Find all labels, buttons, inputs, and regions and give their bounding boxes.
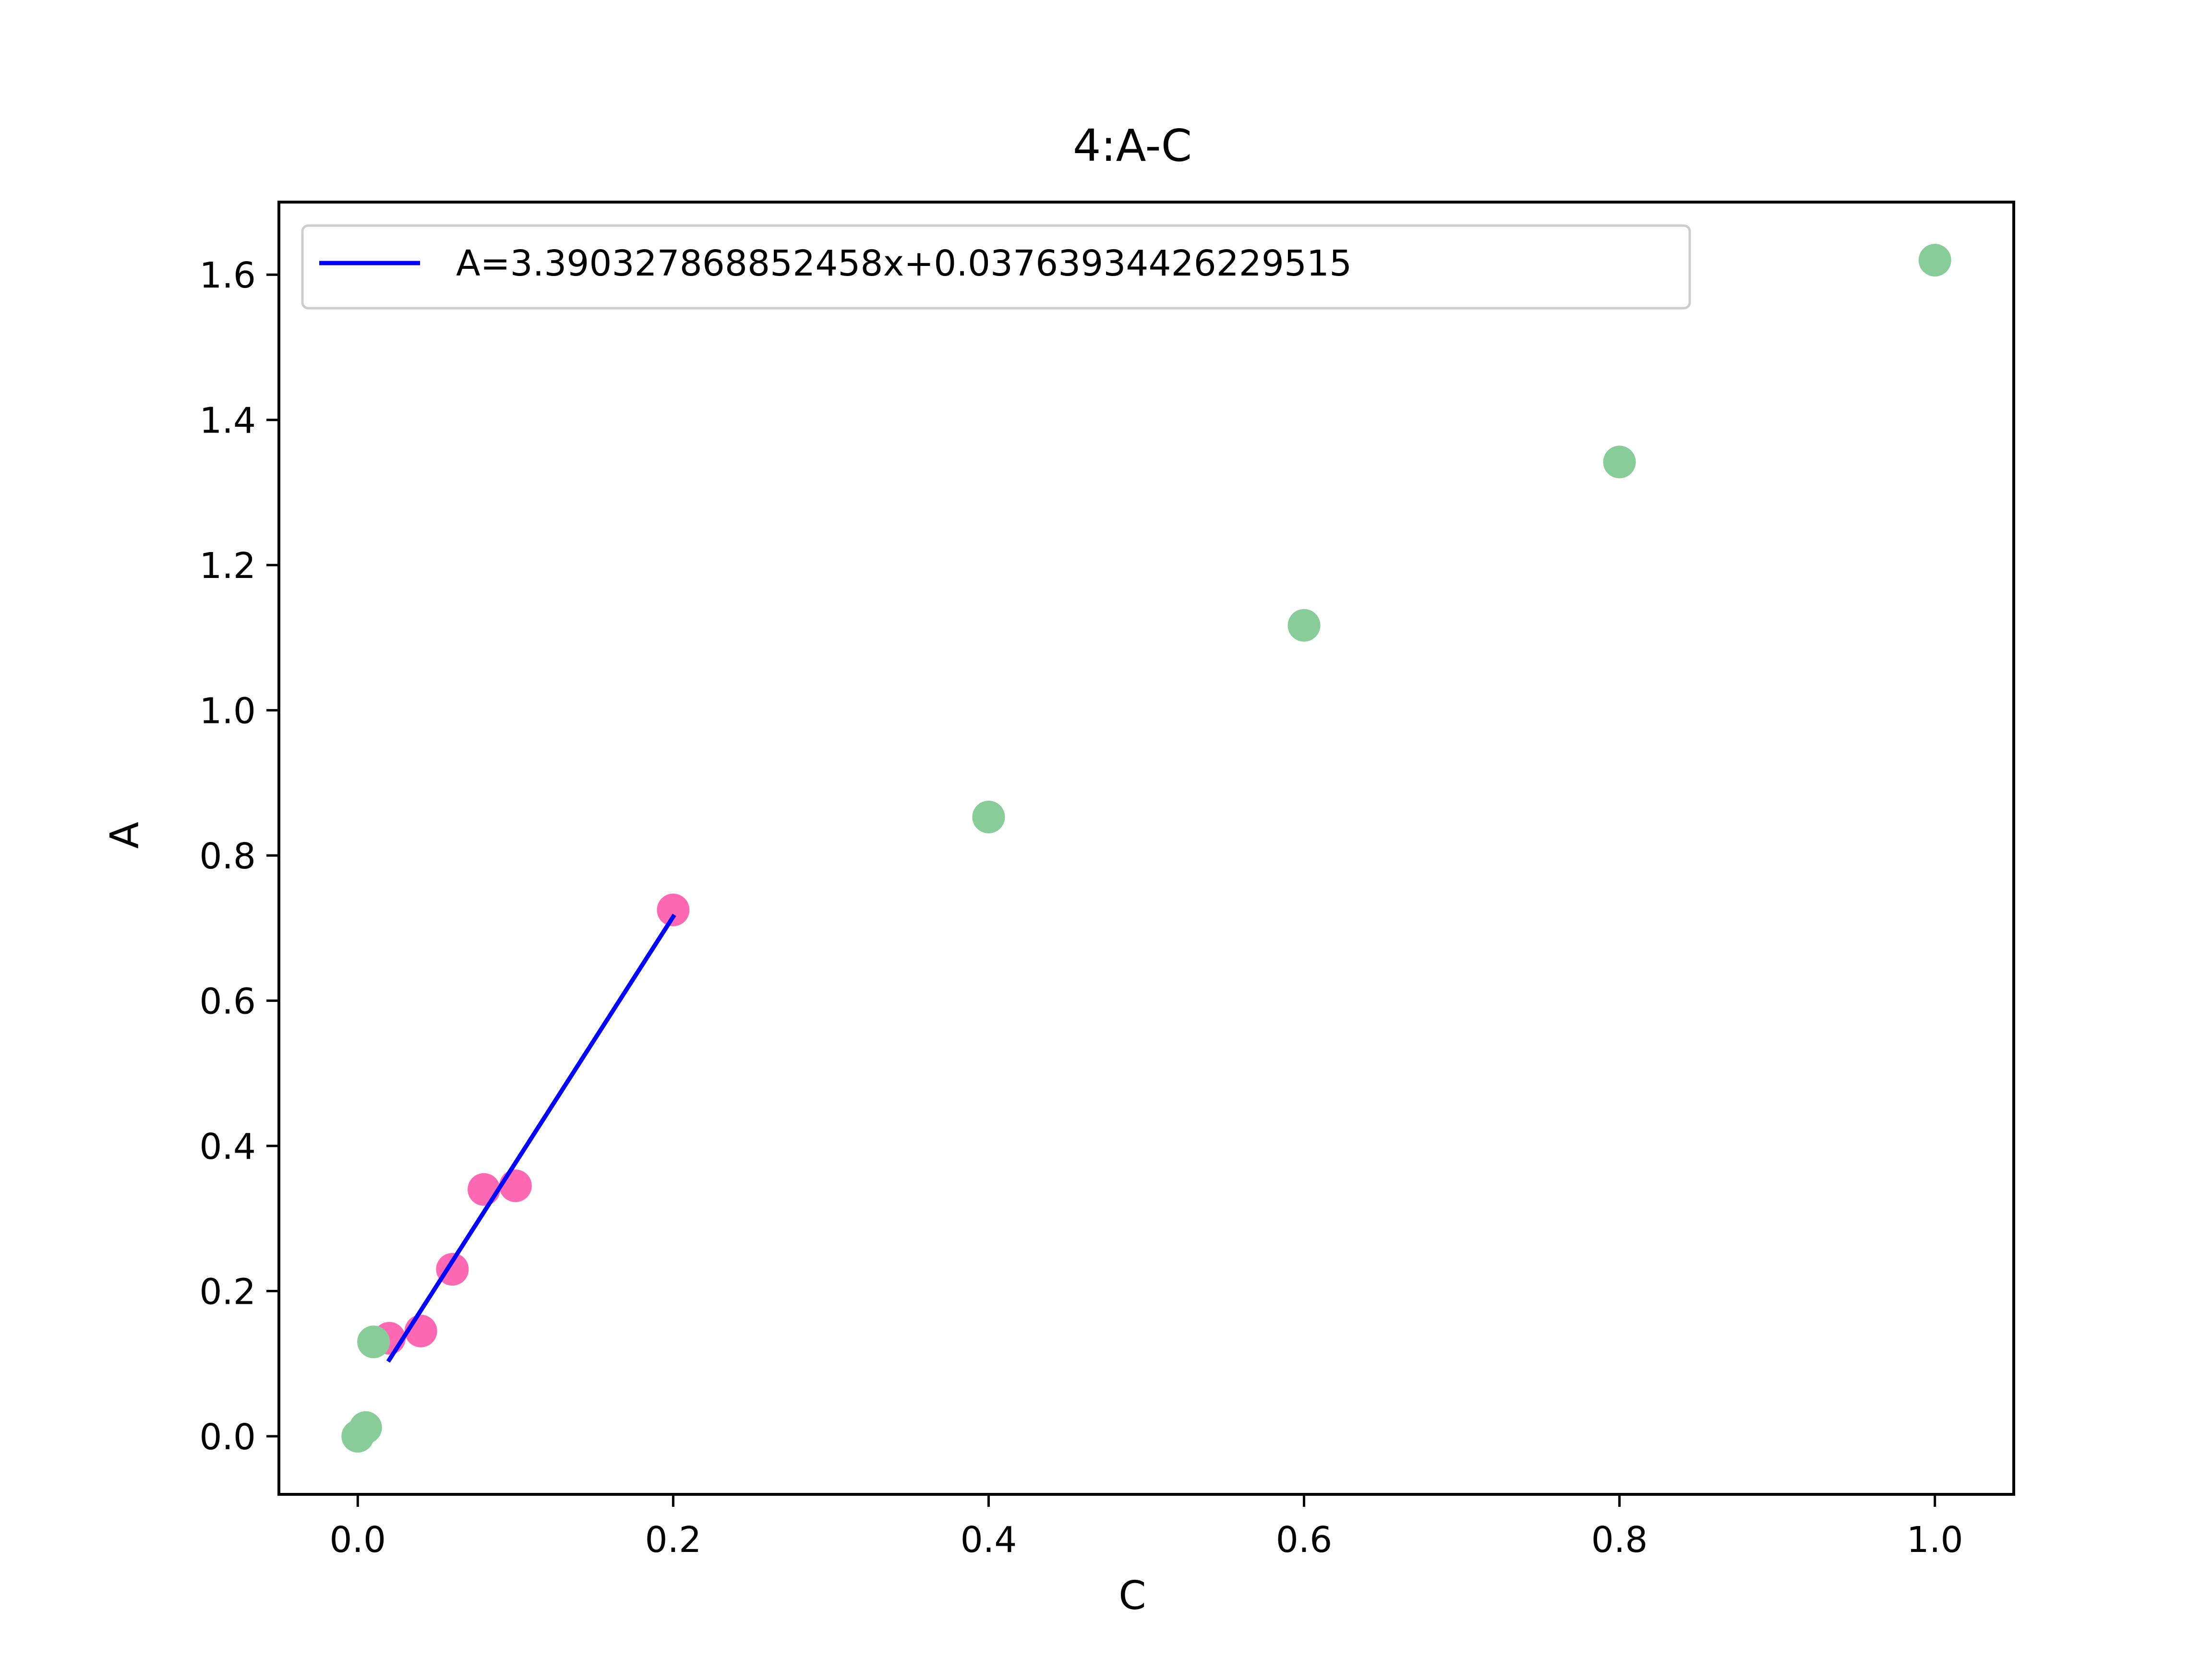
x-tick-label: 0.0 — [329, 1519, 386, 1561]
fit-data-point — [499, 1169, 532, 1202]
x-axis-label: C — [1118, 1573, 1146, 1619]
legend: A=3.390327868852458x+0.03763934426229515 — [301, 224, 1691, 310]
data-point — [1603, 445, 1636, 479]
x-tick-label: 1.0 — [1907, 1519, 1963, 1561]
x-tick-label: 0.8 — [1591, 1519, 1648, 1561]
fit-data-point — [657, 893, 690, 926]
y-tick-label: 0.6 — [199, 981, 256, 1022]
legend-box — [301, 224, 1691, 310]
x-axis: 0.0 0.2 0.4 0.6 0.8 1.0 — [329, 1494, 1963, 1561]
data-point — [349, 1411, 382, 1444]
y-tick-label: 1.6 — [199, 255, 256, 296]
y-tick-label: 0.0 — [199, 1417, 256, 1458]
data-point — [972, 800, 1005, 833]
y-axis-label: A — [102, 822, 148, 849]
y-tick-label: 0.2 — [199, 1272, 256, 1313]
x-tick-label: 0.4 — [961, 1519, 1017, 1561]
plot-area — [341, 243, 1951, 1453]
regression-line — [386, 914, 676, 1363]
data-point — [1918, 243, 1951, 276]
y-tick-label: 0.4 — [199, 1126, 256, 1167]
y-tick-label: 1.4 — [199, 400, 256, 442]
fit-data-point — [468, 1173, 501, 1206]
chart-title: 4:A-C — [1073, 120, 1192, 171]
legend-fit-line-label: A=3.390327868852458x+0.03763934426229515 — [456, 243, 1352, 284]
data-point — [1287, 609, 1321, 642]
plot-frame — [277, 201, 2015, 1496]
y-tick-label: 1.2 — [199, 545, 256, 587]
x-tick-label: 0.2 — [645, 1519, 702, 1561]
y-tick-label: 0.8 — [199, 836, 256, 877]
x-tick-label: 0.6 — [1276, 1519, 1333, 1561]
y-axis: 0.0 0.2 0.4 0.6 0.8 1.0 1.2 1.4 1.6 — [199, 255, 279, 1458]
data-point — [357, 1325, 390, 1358]
y-tick-label: 1.0 — [199, 691, 256, 732]
